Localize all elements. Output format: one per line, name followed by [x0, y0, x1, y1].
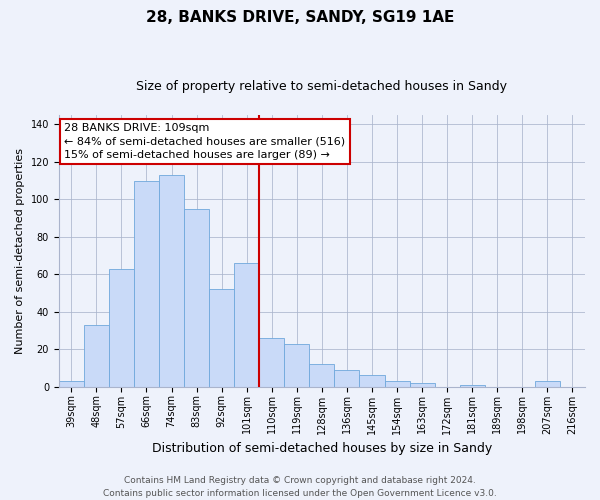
X-axis label: Distribution of semi-detached houses by size in Sandy: Distribution of semi-detached houses by …: [152, 442, 492, 455]
Bar: [159, 175, 184, 386]
Bar: [234, 263, 259, 386]
Y-axis label: Number of semi-detached properties: Number of semi-detached properties: [15, 148, 25, 354]
Bar: [334, 370, 359, 386]
Bar: [535, 381, 560, 386]
Title: Size of property relative to semi-detached houses in Sandy: Size of property relative to semi-detach…: [136, 80, 508, 93]
Bar: [184, 208, 209, 386]
Bar: [410, 383, 434, 386]
Bar: [109, 268, 134, 386]
Text: 28 BANKS DRIVE: 109sqm
← 84% of semi-detached houses are smaller (516)
15% of se: 28 BANKS DRIVE: 109sqm ← 84% of semi-det…: [64, 123, 345, 160]
Bar: [385, 381, 410, 386]
Bar: [59, 381, 84, 386]
Bar: [460, 385, 485, 386]
Bar: [84, 325, 109, 386]
Text: 28, BANKS DRIVE, SANDY, SG19 1AE: 28, BANKS DRIVE, SANDY, SG19 1AE: [146, 10, 454, 25]
Text: Contains HM Land Registry data © Crown copyright and database right 2024.
Contai: Contains HM Land Registry data © Crown c…: [103, 476, 497, 498]
Bar: [284, 344, 310, 386]
Bar: [259, 338, 284, 386]
Bar: [310, 364, 334, 386]
Bar: [134, 180, 159, 386]
Bar: [209, 289, 234, 386]
Bar: [359, 376, 385, 386]
